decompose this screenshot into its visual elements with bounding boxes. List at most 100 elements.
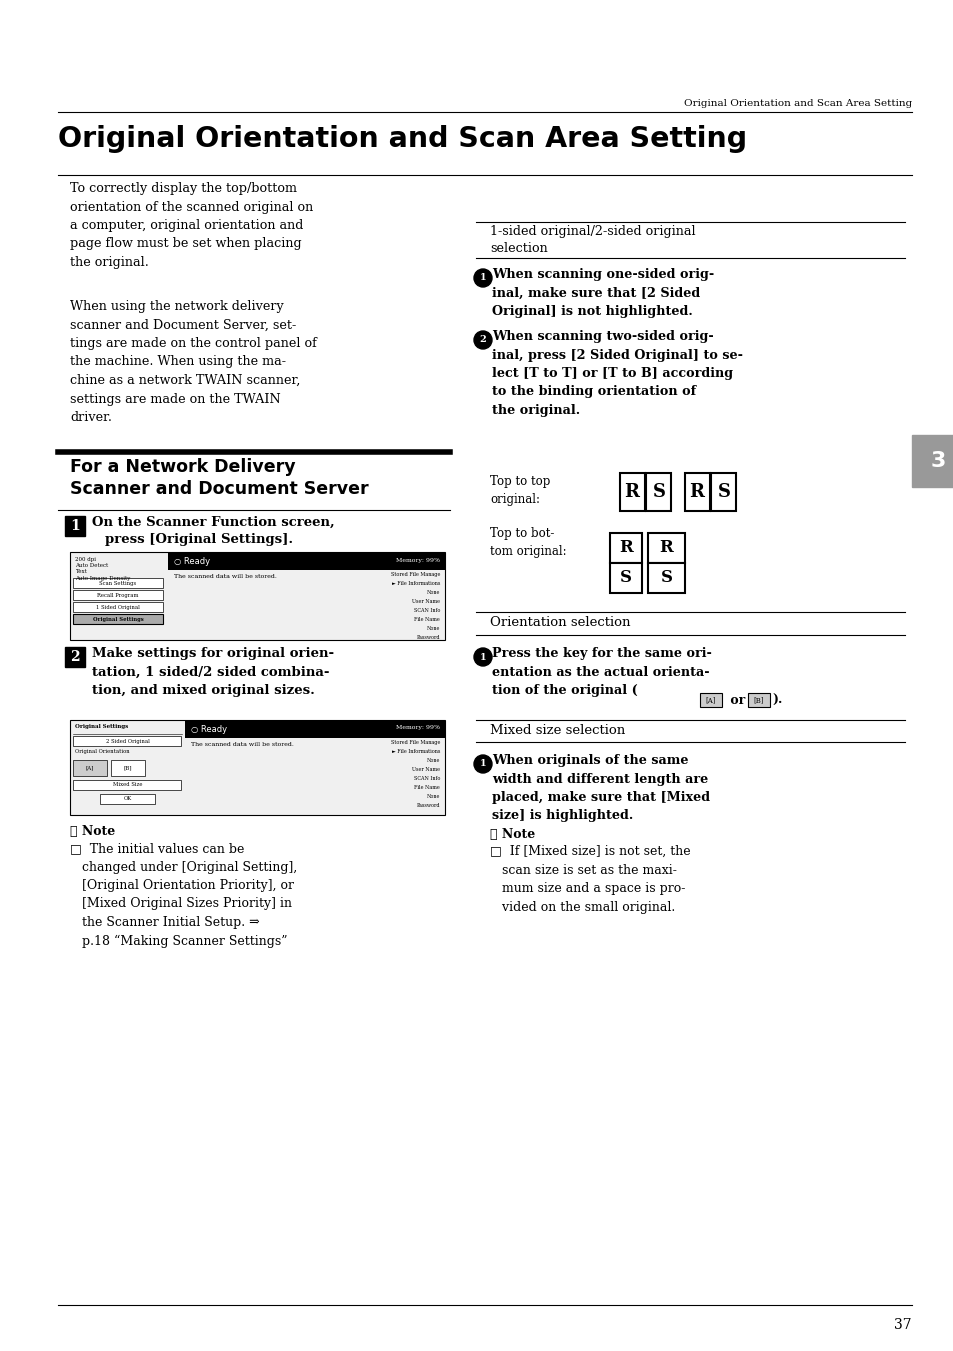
Text: When originals of the same
width and different length are
placed, make sure that: When originals of the same width and dif…: [492, 754, 709, 823]
Text: Recall Program: Recall Program: [97, 593, 138, 597]
Text: S: S: [652, 484, 665, 501]
Text: 200 dpi
Auto Detect
Text
Auto Image Density: 200 dpi Auto Detect Text Auto Image Dens…: [75, 557, 131, 581]
Bar: [100, 794, 154, 804]
Text: Memory: 99%: Memory: 99%: [395, 558, 439, 563]
Text: User Name: User Name: [412, 598, 439, 604]
Text: When scanning one-sided orig-
inal, make sure that [2 Sided
Original] is not hig: When scanning one-sided orig- inal, make…: [492, 267, 714, 317]
Bar: [111, 761, 145, 775]
Text: User Name: User Name: [412, 767, 439, 771]
Text: Make settings for original orien-
tation, 1 sided/2 sided combina-
tion, and mix: Make settings for original orien- tation…: [91, 647, 334, 697]
Text: or: or: [725, 693, 749, 707]
Bar: [168, 553, 444, 570]
Bar: [73, 780, 181, 790]
Text: ► File Informations: ► File Informations: [392, 748, 439, 754]
Bar: [70, 553, 444, 640]
Text: [A]: [A]: [86, 766, 94, 770]
Text: When using the network delivery
scanner and Document Server, set-
tings are made: When using the network delivery scanner …: [70, 300, 316, 424]
Text: Mixed Size: Mixed Size: [113, 782, 143, 788]
Bar: [647, 563, 684, 593]
Bar: [70, 720, 444, 815]
Bar: [609, 534, 641, 563]
Text: Original Orientation: Original Orientation: [75, 748, 130, 754]
Text: When scanning two-sided orig-
inal, press [2 Sided Original] to se-
lect [T to T: When scanning two-sided orig- inal, pres…: [492, 330, 742, 417]
Text: 1: 1: [479, 653, 486, 662]
Text: 2: 2: [71, 650, 80, 663]
Text: 2 Sided Original: 2 Sided Original: [106, 739, 150, 743]
Text: 1: 1: [479, 273, 486, 282]
Text: □  If [Mixed size] is not set, the
   scan size is set as the maxi-
   mum size : □ If [Mixed size] is not set, the scan s…: [490, 844, 690, 913]
Text: press [Original Settings].: press [Original Settings].: [105, 534, 293, 546]
FancyBboxPatch shape: [684, 473, 709, 511]
FancyBboxPatch shape: [710, 473, 735, 511]
Text: [B]: [B]: [753, 696, 763, 704]
Text: None: None: [426, 590, 439, 594]
Text: Scan Settings: Scan Settings: [99, 581, 136, 585]
Text: S: S: [717, 484, 730, 501]
Text: On the Scanner Function screen,: On the Scanner Function screen,: [91, 516, 335, 530]
Text: ✉ Note: ✉ Note: [70, 825, 115, 838]
Text: File Name: File Name: [414, 617, 439, 621]
Bar: [185, 721, 444, 738]
Text: [B]: [B]: [124, 766, 132, 770]
Text: Password: Password: [416, 802, 439, 808]
Text: None: None: [426, 626, 439, 631]
Bar: [700, 693, 721, 707]
Text: ✉ Note: ✉ Note: [490, 828, 535, 842]
Text: S: S: [659, 570, 672, 586]
Text: File Name: File Name: [414, 785, 439, 790]
Text: Memory: 99%: Memory: 99%: [395, 725, 439, 730]
Text: 1 Sided Original: 1 Sided Original: [96, 604, 140, 609]
Text: Stored File Manage: Stored File Manage: [390, 740, 439, 744]
Bar: [609, 563, 641, 593]
Text: ).: ).: [771, 693, 781, 707]
Circle shape: [474, 269, 492, 286]
Text: SCAN Info: SCAN Info: [414, 775, 439, 781]
Bar: [73, 736, 181, 746]
Text: 1: 1: [479, 759, 486, 769]
Bar: [747, 693, 769, 707]
Text: [A]: [A]: [705, 696, 716, 704]
Text: SCAN Info: SCAN Info: [414, 608, 439, 613]
Text: 1: 1: [71, 519, 80, 534]
Text: Orientation selection: Orientation selection: [490, 616, 630, 630]
Text: For a Network Delivery: For a Network Delivery: [70, 458, 295, 476]
Text: ○ Ready: ○ Ready: [173, 558, 210, 566]
Text: Top to top
original:: Top to top original:: [490, 476, 550, 507]
Text: Scanner and Document Server: Scanner and Document Server: [70, 480, 368, 499]
Circle shape: [474, 648, 492, 666]
Bar: [73, 578, 163, 588]
Text: Original Settings: Original Settings: [92, 616, 143, 621]
Circle shape: [474, 331, 492, 349]
FancyBboxPatch shape: [619, 473, 644, 511]
Bar: [65, 647, 85, 667]
Text: Original Settings: Original Settings: [75, 724, 128, 730]
Bar: [73, 590, 163, 600]
Bar: [647, 534, 684, 563]
Circle shape: [474, 755, 492, 773]
Text: To correctly display the top/bottom
orientation of the scanned original on
a com: To correctly display the top/bottom orie…: [70, 182, 313, 269]
Text: S: S: [619, 570, 631, 586]
Text: Mixed size selection: Mixed size selection: [490, 724, 624, 738]
Bar: [73, 761, 107, 775]
Text: Password: Password: [416, 635, 439, 640]
Text: 3: 3: [929, 451, 944, 471]
Bar: [73, 603, 163, 612]
Text: None: None: [426, 758, 439, 763]
Text: 37: 37: [893, 1319, 911, 1332]
Text: R: R: [618, 539, 632, 557]
Text: R: R: [624, 484, 639, 501]
Text: The scanned data will be stored.: The scanned data will be stored.: [173, 574, 276, 580]
Text: 2: 2: [479, 335, 486, 345]
Text: □  The initial values can be
   changed under [Original Setting],
   [Original O: □ The initial values can be changed unde…: [70, 842, 297, 948]
Text: The scanned data will be stored.: The scanned data will be stored.: [191, 742, 294, 747]
Text: 1-sided original/2-sided original
selection: 1-sided original/2-sided original select…: [490, 226, 695, 255]
Text: ► File Informations: ► File Informations: [392, 581, 439, 586]
Text: Press the key for the same ori-
entation as the actual orienta-
tion of the orig: Press the key for the same ori- entation…: [492, 647, 711, 697]
Bar: [65, 516, 85, 536]
Text: R: R: [689, 484, 703, 501]
Text: Original Orientation and Scan Area Setting: Original Orientation and Scan Area Setti…: [683, 99, 911, 108]
FancyBboxPatch shape: [645, 473, 670, 511]
Text: Stored File Manage: Stored File Manage: [390, 571, 439, 577]
Bar: [911, 435, 953, 486]
Text: R: R: [659, 539, 673, 557]
